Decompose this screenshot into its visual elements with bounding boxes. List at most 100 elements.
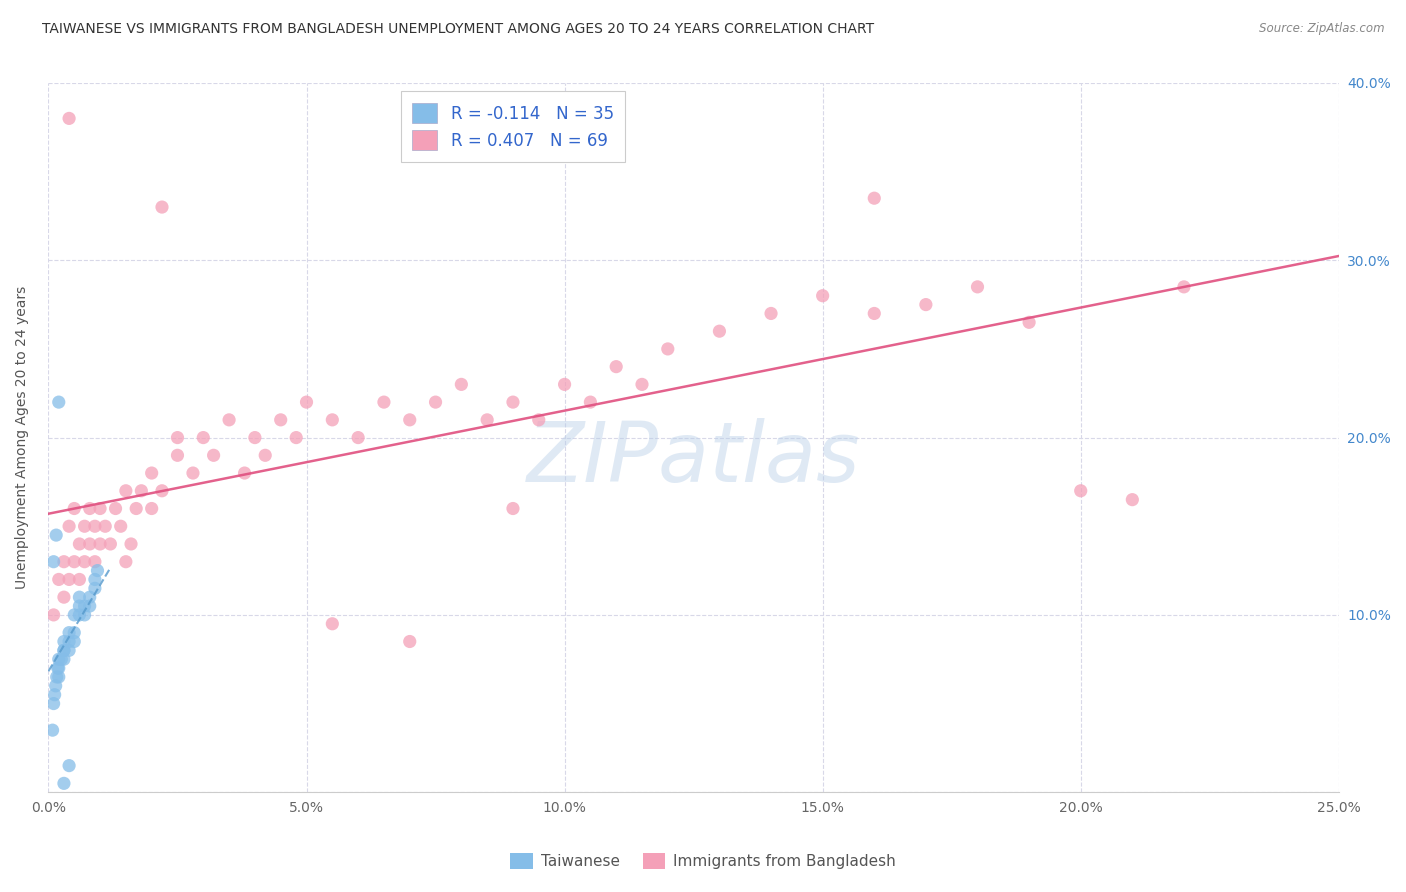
Legend: Taiwanese, Immigrants from Bangladesh: Taiwanese, Immigrants from Bangladesh [503,847,903,875]
Point [58,112,80,126]
Point [254,448,277,462]
Point [45,528,67,542]
Point [270,413,292,427]
Point [1173,280,1195,294]
Point [141,501,163,516]
Point [73,607,96,622]
Point [759,306,782,320]
Point [398,634,420,648]
Point [52,652,75,666]
Point [202,448,225,462]
Point [58,625,80,640]
Point [67,599,90,613]
Point [150,483,173,498]
Point [115,483,138,498]
Y-axis label: Unemployment Among Ages 20 to 24 years: Unemployment Among Ages 20 to 24 years [15,286,30,590]
Point [915,297,938,311]
Legend: R = -0.114   N = 35, R = 0.407   N = 69: R = -0.114 N = 35, R = 0.407 N = 69 [401,91,626,162]
Point [67,607,90,622]
Point [73,555,96,569]
Point [58,758,80,772]
Point [966,280,988,294]
Point [51,652,73,666]
Point [63,634,86,648]
Point [150,200,173,214]
Point [63,607,86,622]
Point [52,555,75,569]
Point [83,555,105,569]
Point [79,501,101,516]
Point [48,670,70,684]
Point [58,634,80,648]
Point [58,573,80,587]
Point [631,377,654,392]
Point [52,776,75,790]
Point [131,483,153,498]
Point [73,519,96,533]
Point [104,501,127,516]
Point [243,431,266,445]
Point [58,643,80,657]
Text: Source: ZipAtlas.com: Source: ZipAtlas.com [1260,22,1385,36]
Point [605,359,627,374]
Point [83,573,105,587]
Point [166,448,188,462]
Point [193,431,215,445]
Point [48,652,70,666]
Point [83,582,105,596]
Point [100,537,122,551]
Point [527,413,550,427]
Point [52,634,75,648]
Point [67,537,90,551]
Point [321,413,343,427]
Point [73,599,96,613]
Point [425,395,447,409]
Point [94,519,117,533]
Point [41,723,63,738]
Point [48,573,70,587]
Point [863,306,886,320]
Point [52,590,75,604]
Point [295,395,318,409]
Point [115,555,138,569]
Point [52,643,75,657]
Point [141,466,163,480]
Point [166,431,188,445]
Point [58,519,80,533]
Point [42,607,65,622]
Text: ZIPatlas: ZIPatlas [527,418,860,500]
Point [79,590,101,604]
Point [863,191,886,205]
Point [1121,492,1143,507]
Point [502,395,524,409]
Point [709,324,731,338]
Point [347,431,370,445]
Point [811,289,834,303]
Point [1070,483,1092,498]
Point [475,413,498,427]
Point [657,342,679,356]
Point [67,590,90,604]
Point [63,501,86,516]
Point [125,501,148,516]
Point [554,377,576,392]
Point [181,466,204,480]
Point [579,395,602,409]
Point [233,466,256,480]
Point [45,670,67,684]
Point [450,377,472,392]
Point [44,688,66,702]
Point [218,413,240,427]
Point [398,413,420,427]
Point [79,537,101,551]
Point [110,519,132,533]
Point [1018,315,1040,329]
Point [45,679,67,693]
Point [42,555,65,569]
Point [52,643,75,657]
Point [67,573,90,587]
Point [48,395,70,409]
Point [63,555,86,569]
Point [321,616,343,631]
Point [83,519,105,533]
